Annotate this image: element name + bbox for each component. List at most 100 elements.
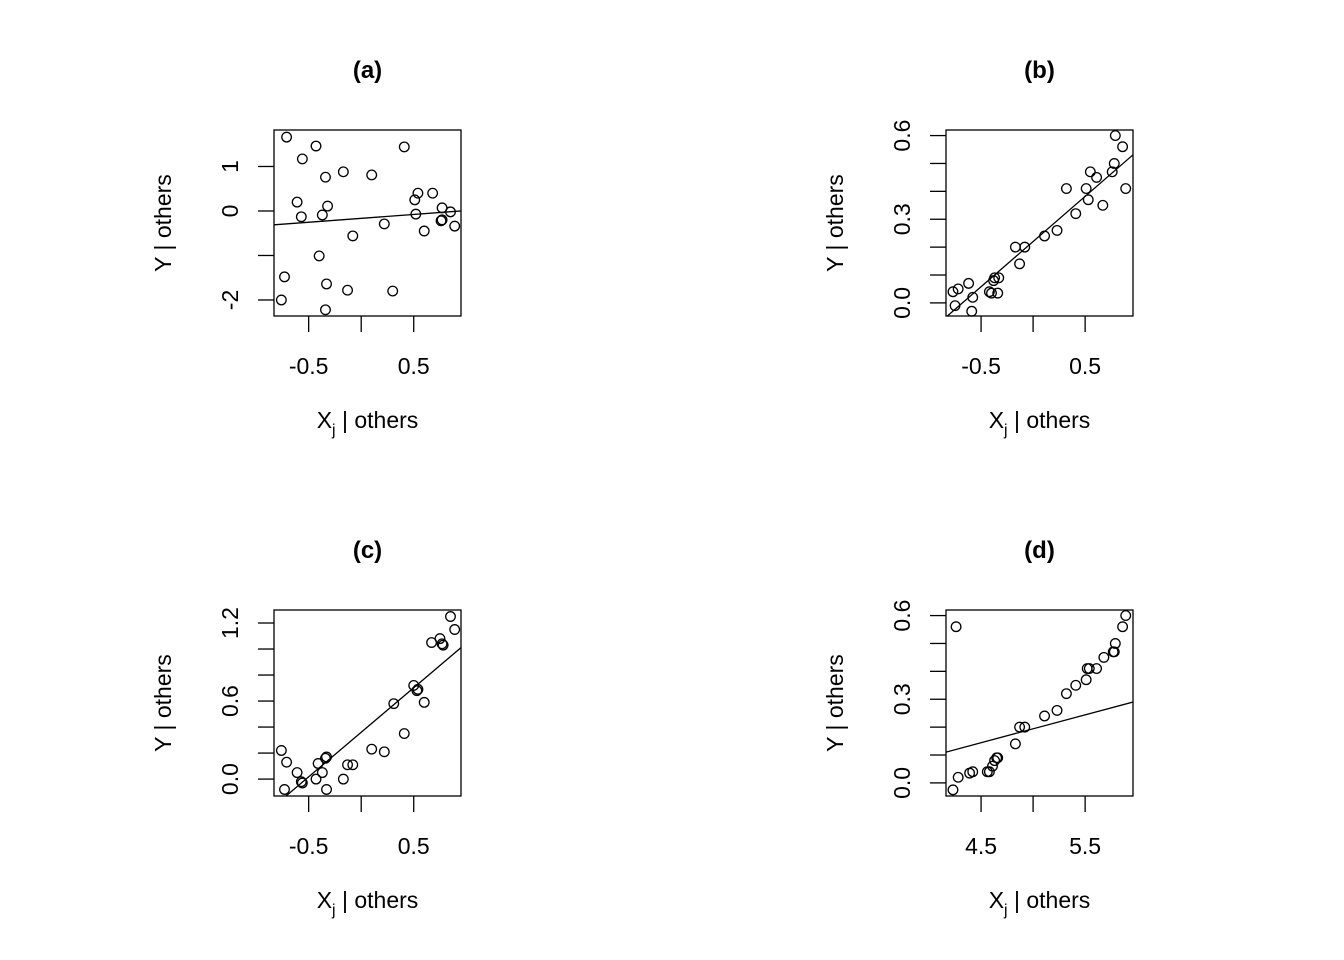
data-point [952, 283, 964, 295]
data-point [1108, 158, 1120, 169]
data-point [291, 196, 303, 208]
y-tick-label: 0.6 [889, 600, 915, 632]
data-point [1117, 621, 1129, 633]
x-axis-label-main: X [317, 887, 332, 913]
y-axis-label: Y | others [822, 654, 848, 752]
y-tick-label: 0.6 [889, 120, 915, 152]
data-point [1070, 679, 1082, 691]
data-point [1082, 194, 1094, 206]
panel-b: (b) -0.5 0.5 0.0 0.3 0.6 Xj | others Y | others [822, 57, 1134, 439]
data-point [412, 683, 424, 695]
data-point [436, 214, 448, 226]
data-point [312, 758, 324, 769]
data-point [967, 291, 979, 303]
x-axis-label-rest: | others [336, 407, 419, 433]
data-point [1109, 130, 1121, 142]
data-point [1039, 710, 1050, 722]
data-point [991, 752, 1003, 764]
data-point [411, 685, 423, 697]
x-tick-label: 4.5 [965, 833, 997, 859]
data-point [1091, 171, 1103, 183]
data-point [378, 218, 390, 230]
data-point [1109, 638, 1121, 649]
y-tick-label: 0.3 [889, 203, 915, 235]
y-tick-label: 0.0 [889, 287, 915, 319]
data-point [1081, 663, 1093, 675]
data-point [1080, 183, 1092, 195]
data-point [347, 759, 359, 771]
data-point [1014, 721, 1026, 733]
plot-frame [945, 129, 1134, 317]
x-axis-label: Xj | others [989, 407, 1091, 439]
y-tick-label: 0.0 [889, 767, 915, 799]
data-point [1014, 258, 1026, 270]
x-axis-label-rest: | others [1008, 887, 1091, 913]
data-point [316, 209, 328, 221]
data-point [347, 230, 359, 242]
data-point [275, 294, 287, 306]
data-point [1019, 241, 1031, 253]
data-point [949, 300, 961, 312]
data-point [993, 272, 1005, 284]
data-point [983, 286, 995, 298]
panel-c: (c) -0.5 0.5 0.0 0.6 1.2 Xj | others Y | others [150, 537, 462, 919]
data-point [342, 759, 353, 771]
panel-title: (c) [353, 537, 382, 564]
data-point [1097, 199, 1109, 211]
x-axis-label-main: X [989, 887, 1004, 913]
data-point [410, 208, 422, 220]
data-point [1117, 141, 1129, 153]
data-point [437, 639, 449, 651]
panel-title: (a) [353, 57, 382, 84]
data-point [987, 760, 998, 772]
data-point [966, 305, 978, 317]
data-point [337, 773, 349, 785]
data-point [986, 287, 997, 299]
plot-frame [945, 609, 1134, 797]
data-point [296, 777, 308, 789]
x-axis-label-subscript: j [331, 422, 336, 439]
x-tick-label: -0.5 [289, 353, 329, 379]
y-tick-label: -2 [217, 290, 243, 310]
data-point [1009, 738, 1021, 750]
data-point [291, 767, 303, 779]
data-point [388, 698, 400, 710]
y-axis-label: Y | others [150, 174, 176, 272]
y-tick-label: 1.2 [217, 607, 243, 639]
data-point [952, 771, 964, 783]
data-point [1070, 208, 1082, 220]
panel-a: (a) -0.5 0.5 -2 0 1 Xj | others Y | others [150, 57, 462, 439]
data-point [947, 286, 959, 298]
data-point [988, 275, 1000, 287]
y-tick-label: 0 [217, 205, 243, 218]
panel-title: (b) [1024, 57, 1055, 84]
data-point [342, 284, 353, 296]
data-point [445, 611, 456, 622]
data-point [281, 756, 293, 768]
data-point [963, 277, 975, 289]
data-point [1019, 721, 1031, 733]
data-point [964, 767, 976, 779]
y-tick-label: 1 [217, 160, 243, 173]
data-point [1039, 230, 1050, 242]
data-point [310, 773, 322, 785]
x-tick-label: 0.5 [398, 353, 430, 379]
data-point [1009, 241, 1021, 253]
x-axis-label-subscript: j [331, 902, 336, 919]
data-point [981, 766, 993, 778]
data-point [295, 776, 307, 788]
x-axis-label-rest: | others [1008, 407, 1091, 433]
data-point [1084, 166, 1096, 178]
data-point [426, 637, 438, 648]
x-axis-label: Xj | others [989, 887, 1091, 919]
x-axis-label-main: X [989, 407, 1004, 433]
data-point [398, 728, 410, 740]
fit-line [274, 210, 461, 226]
x-tick-label: 0.5 [1069, 353, 1101, 379]
data-point [275, 745, 287, 756]
data-point [1106, 166, 1118, 178]
x-tick-label: -0.5 [289, 833, 329, 859]
x-axis-label-subscript: j [1003, 422, 1008, 439]
data-point [992, 287, 1004, 299]
y-tick-label: 0.0 [217, 763, 243, 795]
